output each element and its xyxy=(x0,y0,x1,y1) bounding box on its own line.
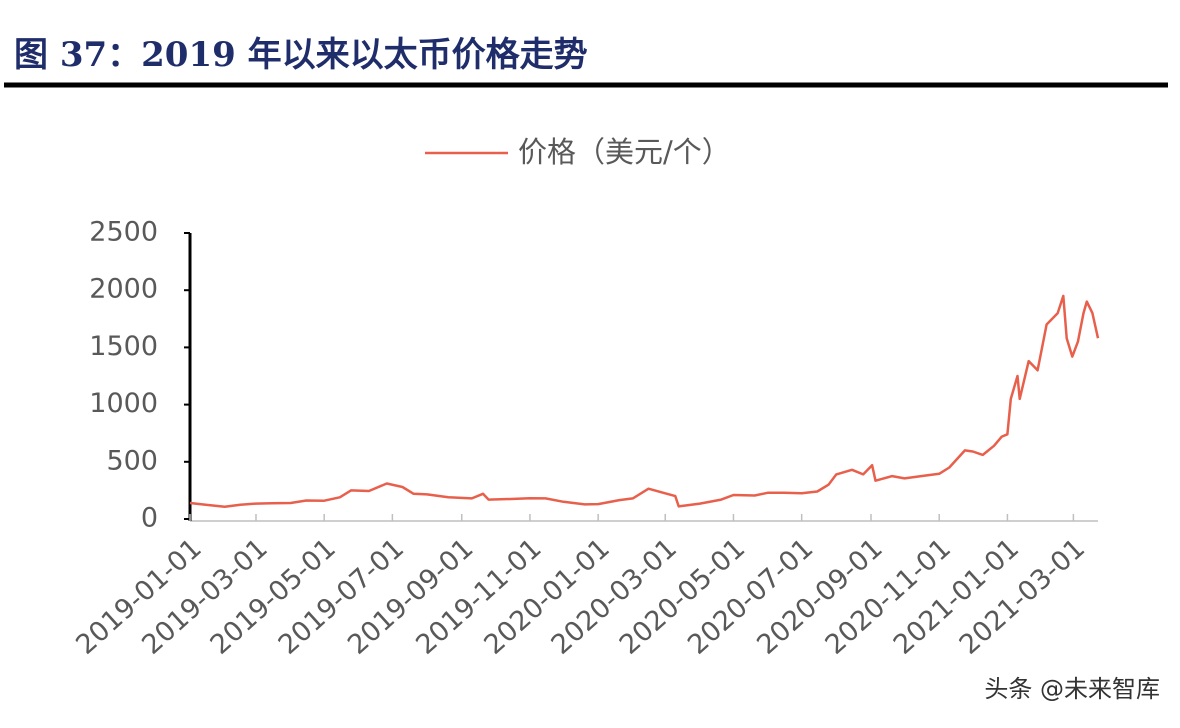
y-tick-label: 1500 xyxy=(89,331,158,362)
y-tick-label: 2500 xyxy=(89,217,158,248)
chart-title: 图 37：2019 年以来以太币价格走势 xyxy=(14,35,588,75)
y-tick-label: 2000 xyxy=(89,274,158,305)
y-tick-label: 500 xyxy=(106,445,158,476)
watermark: 头条 @未来智库 xyxy=(984,675,1160,703)
price-line xyxy=(189,294,1100,509)
y-tick-label: 1000 xyxy=(89,388,158,419)
y-tick-label: 0 xyxy=(141,503,158,534)
legend-label: 价格（美元/个） xyxy=(518,135,731,169)
